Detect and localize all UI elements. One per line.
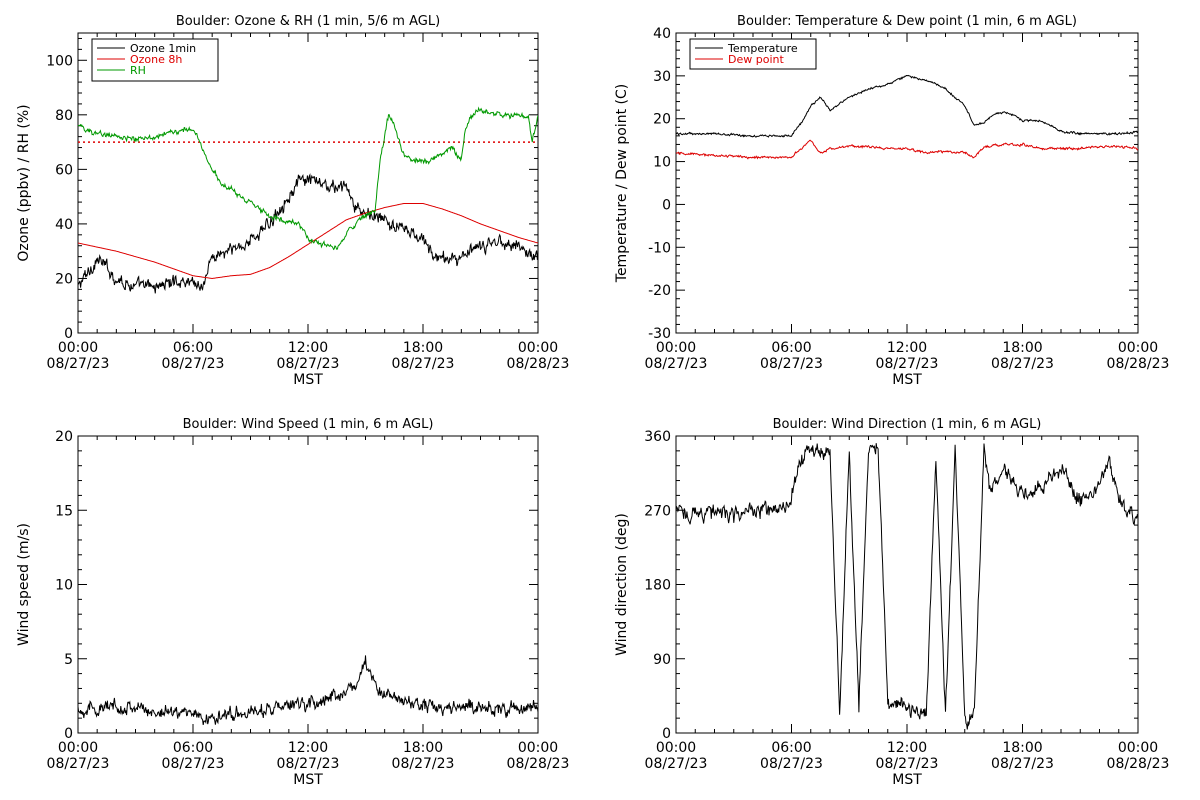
x-date-label: 08/27/23	[645, 756, 708, 772]
x-date-label: 08/27/23	[47, 756, 110, 772]
x-axis-label: MST	[293, 772, 323, 788]
chart-panel-2: Boulder: Temperature & Dew point (1 min,…	[614, 14, 1169, 388]
x-tick-label: 12:00	[887, 340, 927, 356]
y-axis-label: Wind speed (m/s)	[16, 523, 32, 646]
x-date-label: 08/27/23	[760, 756, 823, 772]
chart-title: Boulder: Ozone & RH (1 min, 5/6 m AGL)	[176, 14, 440, 29]
y-tick-label: 15	[55, 503, 73, 519]
x-tick-label: 06:00	[771, 340, 811, 356]
chart-panel-4: Boulder: Wind Direction (1 min, 6 m AGL)…	[614, 417, 1169, 788]
x-date-label: 08/28/23	[507, 756, 570, 772]
y-tick-label: 30	[653, 69, 671, 85]
x-tick-label: 00:00	[58, 740, 98, 756]
x-tick-label: 00:00	[1118, 740, 1158, 756]
series-line-3	[78, 106, 538, 251]
y-tick-label: 20	[653, 112, 671, 128]
x-tick-label: 00:00	[656, 340, 696, 356]
y-tick-label: 0	[662, 726, 671, 742]
legend-label: RH	[130, 64, 146, 77]
series-line-1	[676, 74, 1138, 138]
legend-label: Ozone 8h	[130, 53, 182, 66]
x-date-label: 08/27/23	[392, 356, 455, 372]
x-date-label: 08/28/23	[1107, 356, 1170, 372]
y-axis-label: Ozone (ppbv) / RH (%)	[16, 104, 32, 261]
y-tick-label: 5	[64, 652, 73, 668]
chart-title: Boulder: Wind Speed (1 min, 6 m AGL)	[183, 417, 434, 432]
x-tick-label: 00:00	[58, 340, 98, 356]
y-tick-label: 10	[55, 578, 73, 594]
x-axis-label: MST	[293, 372, 323, 388]
legend-label: Ozone 1min	[130, 42, 196, 55]
y-tick-label: 90	[653, 652, 671, 668]
series-line-1	[78, 173, 538, 294]
y-tick-label: -20	[648, 283, 671, 299]
legend-label: Temperature	[727, 42, 798, 55]
y-tick-label: 80	[55, 108, 73, 124]
x-axis-label: MST	[892, 372, 922, 388]
y-tick-label: 20	[55, 271, 73, 287]
x-tick-label: 06:00	[173, 740, 213, 756]
y-tick-label: 0	[64, 726, 73, 742]
y-tick-label: 360	[644, 429, 671, 445]
y-tick-label: -10	[648, 240, 671, 256]
y-tick-label: 0	[64, 326, 73, 342]
chart-title: Boulder: Temperature & Dew point (1 min,…	[737, 14, 1077, 29]
y-tick-label: 20	[55, 429, 73, 445]
chart-panel-3: Boulder: Wind Speed (1 min, 6 m AGL) 0 5 10…	[16, 417, 569, 788]
x-date-label: 08/27/23	[162, 756, 225, 772]
legend-label: Dew point	[728, 53, 784, 66]
y-tick-label: 180	[644, 578, 671, 594]
x-date-label: 08/27/23	[876, 756, 939, 772]
chart-title: Boulder: Wind Direction (1 min, 6 m AGL)	[773, 417, 1042, 432]
x-tick-label: 00:00	[518, 740, 558, 756]
x-date-label: 08/27/23	[645, 356, 708, 372]
x-date-label: 08/28/23	[507, 356, 570, 372]
y-tick-label: 0	[662, 197, 671, 213]
y-tick-label: -30	[648, 326, 671, 342]
x-date-label: 08/27/23	[162, 356, 225, 372]
y-axis-label: Wind direction (deg)	[614, 513, 630, 656]
x-axis-label: MST	[892, 772, 922, 788]
plot-frame	[77, 435, 539, 734]
y-tick-label: 40	[55, 217, 73, 233]
x-tick-label: 00:00	[656, 740, 696, 756]
series-line-1	[78, 655, 538, 725]
x-tick-label: 06:00	[771, 740, 811, 756]
y-tick-label: 270	[644, 503, 671, 519]
x-tick-label: 18:00	[403, 740, 443, 756]
series-line-2	[78, 203, 538, 280]
x-tick-label: 12:00	[288, 740, 328, 756]
x-date-label: 08/27/23	[876, 356, 939, 372]
x-date-label: 08/28/23	[1107, 756, 1170, 772]
x-date-label: 08/27/23	[277, 356, 340, 372]
x-date-label: 08/27/23	[277, 756, 340, 772]
y-tick-label: 60	[55, 162, 73, 178]
x-date-label: 08/27/23	[47, 356, 110, 372]
x-tick-label: 18:00	[1002, 740, 1042, 756]
legend-box	[91, 38, 219, 82]
x-date-label: 08/27/23	[991, 756, 1054, 772]
plot-frame	[675, 32, 1139, 334]
y-tick-label: 10	[653, 155, 671, 171]
legend-box	[689, 38, 817, 70]
x-tick-label: 18:00	[403, 340, 443, 356]
series-line-1	[676, 443, 1138, 730]
chart-panel-1: Boulder: Ozone & RH (1 min, 5/6 m AGL) 0 2…	[16, 14, 569, 388]
x-date-label: 08/27/23	[392, 756, 455, 772]
x-date-label: 08/27/23	[760, 356, 823, 372]
x-tick-label: 12:00	[288, 340, 328, 356]
y-tick-label: 100	[46, 53, 73, 69]
y-axis-label: Temperature / Dew point (C)	[614, 84, 630, 283]
x-tick-label: 06:00	[173, 340, 213, 356]
series-line-2	[676, 139, 1138, 160]
x-tick-label: 18:00	[1002, 340, 1042, 356]
x-tick-label: 12:00	[887, 740, 927, 756]
x-tick-label: 00:00	[1118, 340, 1158, 356]
x-date-label: 08/27/23	[991, 356, 1054, 372]
x-tick-label: 00:00	[518, 340, 558, 356]
y-tick-label: 40	[653, 26, 671, 42]
